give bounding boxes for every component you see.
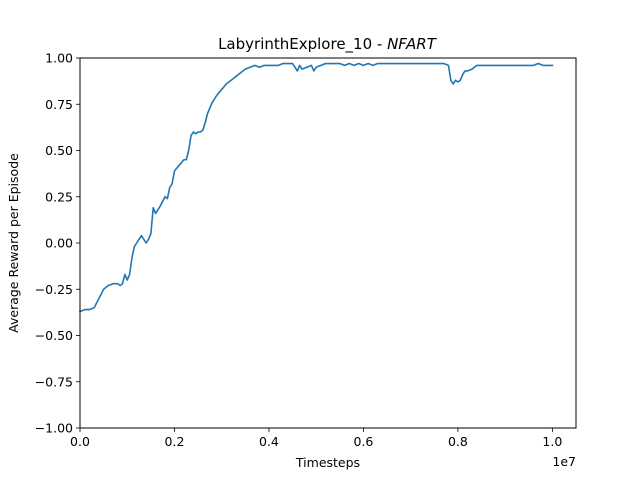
x-tick-label: 0.8 xyxy=(448,434,468,449)
y-tick-label: 1.00 xyxy=(45,51,73,66)
x-tick-label: 0.4 xyxy=(259,434,279,449)
y-tick-label: 0.25 xyxy=(45,189,73,204)
y-tick-label: 0.75 xyxy=(45,97,73,112)
y-axis-label: Average Reward per Episode xyxy=(6,153,21,333)
reward-series-line xyxy=(78,62,554,313)
y-tick-label: 0.00 xyxy=(45,236,73,251)
x-tick-label: 1.0 xyxy=(542,434,562,449)
plot-area xyxy=(80,58,576,428)
y-tick-label: −0.25 xyxy=(35,282,73,297)
x-tick-label: 0.6 xyxy=(353,434,373,449)
chart-title-italic: NFART xyxy=(387,35,438,53)
x-tick-label: 0.2 xyxy=(165,434,185,449)
y-axis-ticks: −1.00 −0.75 −0.50 −0.25 0.00 0.25 0.50 0.75 1.00 xyxy=(35,51,80,436)
x-axis-offset-label: 1e7 xyxy=(552,454,576,469)
x-axis-ticks: 0.0 0.2 0.4 0.6 0.8 1.0 xyxy=(70,428,562,449)
x-tick-label: 0.0 xyxy=(70,434,90,449)
chart-title-main: LabyrinthExplore_10 - xyxy=(218,35,387,54)
y-tick-label: −0.75 xyxy=(35,374,73,389)
x-axis-label: Timesteps xyxy=(295,455,360,470)
plot-frame xyxy=(79,57,577,429)
y-tick-label: −1.00 xyxy=(35,421,73,436)
y-tick-label: −0.50 xyxy=(35,328,73,343)
chart-title: LabyrinthExplore_10 - NFART xyxy=(218,35,438,54)
y-tick-label: 0.50 xyxy=(45,143,73,158)
